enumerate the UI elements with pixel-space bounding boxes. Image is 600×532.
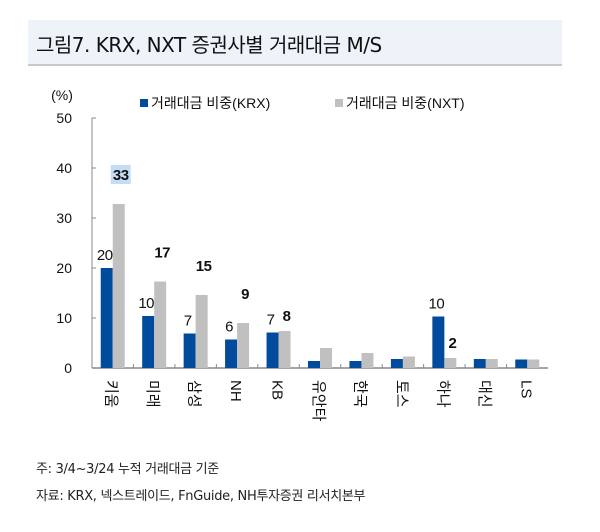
label-highlight [110, 165, 131, 184]
bar-nxt [112, 204, 125, 368]
data-label: 7 [267, 312, 275, 329]
bar-nxt [320, 348, 332, 368]
data-label: 8 [283, 308, 291, 325]
legend-label: 거래대금 비중(NXT) [346, 95, 465, 111]
bar-nxt [527, 359, 540, 368]
x-tick-label: 하나 [434, 380, 451, 408]
bar-krx [515, 359, 528, 368]
x-tick-label: 토스 [393, 380, 410, 408]
legend-label: 거래대금 비중(KRX) [151, 95, 270, 111]
data-label: 6 [225, 319, 233, 336]
data-label: 33 [113, 167, 129, 184]
x-tick-label: 한국 [351, 380, 368, 408]
data-label: 20 [97, 247, 113, 264]
bar-krx [183, 333, 196, 368]
x-tick-label: 키움 [103, 380, 120, 408]
x-tick-label: KB [269, 380, 286, 400]
x-tick-label: 삼성 [186, 380, 203, 408]
bar-nxt [237, 323, 250, 368]
data-label: 2 [448, 335, 456, 352]
bar-krx [225, 339, 238, 368]
chart-note: 주: 3/4~3/24 누적 거래대금 기준 [36, 462, 219, 477]
x-tick-label: 미래 [144, 380, 161, 408]
bar-krx [308, 361, 320, 368]
y-tick-label: 0 [64, 360, 72, 376]
x-tick-label: LS [517, 380, 534, 398]
bar-krx [266, 332, 279, 368]
x-tick-label: NH [227, 380, 244, 402]
data-label: 10 [138, 295, 154, 312]
y-tick-label: 30 [56, 210, 72, 226]
bar-krx [349, 361, 362, 368]
bar-nxt [485, 359, 498, 368]
bar-nxt [154, 281, 167, 368]
x-tick-label: 유안타 [310, 380, 327, 422]
chart-title: 그림7. KRX, NXT 증권사별 거래대금 M/S [36, 33, 382, 57]
title-band: 그림7. KRX, NXT 증권사별 거래대금 M/S [28, 20, 562, 66]
data-label: 15 [196, 258, 212, 275]
chart-source: 자료: KRX, 넥스트레이드, FnGuide, NH투자증권 리서치본부 [36, 489, 366, 504]
y-tick-label: 40 [56, 160, 72, 176]
bar-nxt [444, 358, 457, 368]
data-label: 9 [241, 286, 249, 303]
bar-krx [432, 316, 445, 368]
y-tick-label: 10 [56, 310, 72, 326]
bar-krx [473, 359, 486, 368]
bar-krx [100, 268, 113, 368]
bar-nxt [278, 331, 291, 368]
y-axis-label: (%) [51, 87, 73, 103]
y-tick-label: 20 [56, 260, 72, 276]
bar-nxt [361, 353, 374, 368]
bar-krx [390, 359, 403, 368]
bar-nxt [195, 295, 208, 368]
legend-swatch [140, 99, 148, 107]
data-label: 7 [184, 313, 192, 330]
y-tick-label: 50 [56, 110, 72, 126]
x-tick-label: 대신 [476, 380, 493, 408]
legend-swatch [335, 99, 343, 107]
data-label: 17 [154, 245, 170, 262]
data-label: 10 [429, 296, 445, 313]
bar-nxt [402, 356, 415, 368]
bar-krx [142, 316, 155, 368]
